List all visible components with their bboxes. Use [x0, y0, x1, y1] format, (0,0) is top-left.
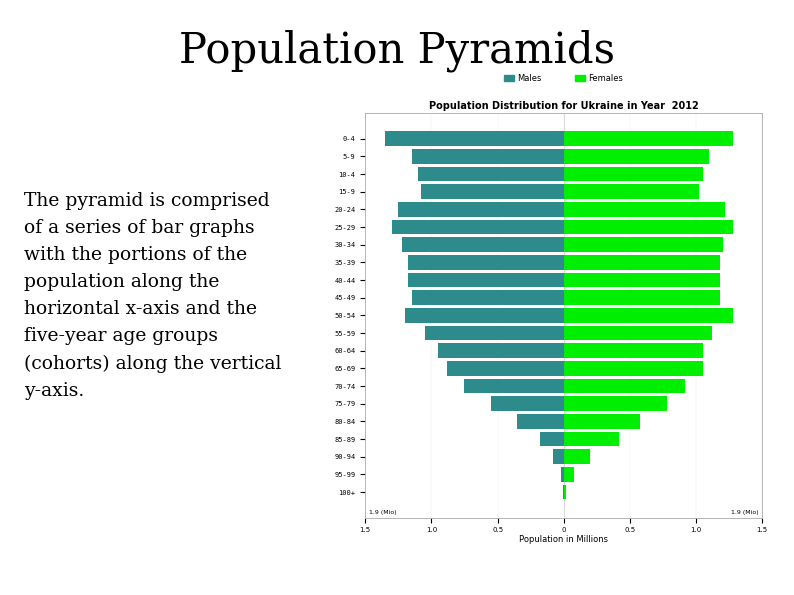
Bar: [407, 255, 564, 270]
Bar: [464, 379, 564, 393]
Bar: [564, 379, 685, 393]
Text: 1.9 (Mio): 1.9 (Mio): [369, 510, 397, 515]
X-axis label: Population in Millions: Population in Millions: [519, 535, 608, 544]
Bar: [540, 432, 564, 446]
Bar: [564, 184, 699, 199]
Bar: [405, 308, 564, 322]
Title: Population Distribution for Ukraine in Year  2012: Population Distribution for Ukraine in Y…: [429, 101, 699, 111]
Bar: [421, 184, 564, 199]
Bar: [564, 414, 641, 428]
Bar: [391, 220, 564, 234]
Bar: [564, 273, 720, 287]
Bar: [564, 449, 590, 464]
Bar: [518, 414, 564, 428]
Bar: [564, 361, 703, 375]
Bar: [564, 326, 712, 340]
Text: 1.9 (Mio): 1.9 (Mio): [730, 510, 758, 515]
Bar: [438, 343, 564, 358]
Bar: [403, 237, 564, 252]
Bar: [564, 467, 574, 481]
Legend: Males, Females: Males, Females: [501, 71, 626, 86]
Bar: [564, 396, 667, 411]
Bar: [425, 326, 564, 340]
Bar: [564, 255, 720, 270]
Bar: [418, 167, 564, 181]
Text: Population Pyramids: Population Pyramids: [179, 30, 615, 72]
Bar: [564, 343, 703, 358]
Bar: [564, 308, 733, 322]
Bar: [407, 273, 564, 287]
Bar: [564, 432, 619, 446]
Bar: [564, 290, 720, 305]
Bar: [564, 220, 733, 234]
Bar: [553, 449, 564, 464]
Bar: [411, 290, 564, 305]
Bar: [447, 361, 564, 375]
Bar: [561, 467, 564, 481]
Bar: [564, 485, 565, 499]
Bar: [564, 202, 725, 217]
Bar: [564, 237, 723, 252]
Bar: [564, 149, 709, 164]
Bar: [385, 131, 564, 146]
Bar: [564, 167, 703, 181]
Bar: [491, 396, 564, 411]
Text: The pyramid is comprised
of a series of bar graphs
with the portions of the
popu: The pyramid is comprised of a series of …: [24, 192, 281, 400]
Bar: [411, 149, 564, 164]
Bar: [564, 131, 733, 146]
Bar: [399, 202, 564, 217]
